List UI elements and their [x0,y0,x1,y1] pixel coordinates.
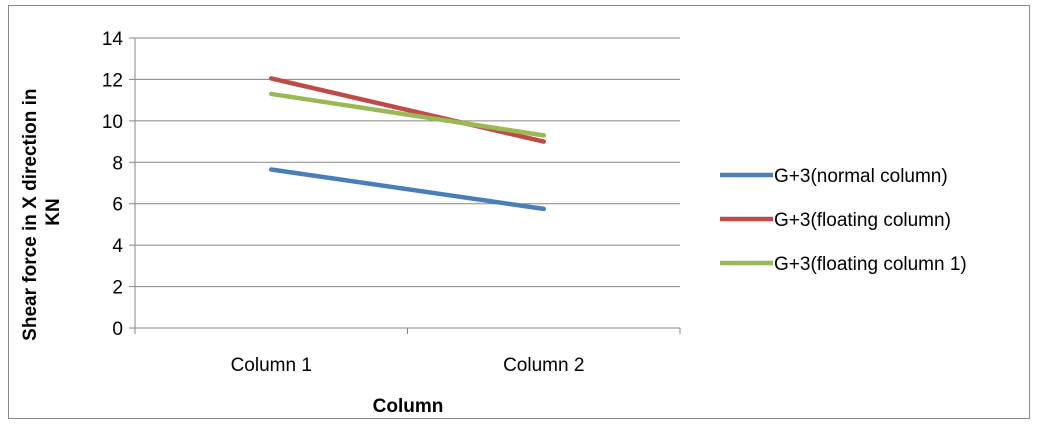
series-line [269,167,546,212]
series-line [269,76,546,144]
y-axis-title: Shear force in X direction in KN [20,83,64,341]
y-tick-label: 12 [102,70,123,91]
chart-frame [8,5,1030,419]
axes [129,37,681,334]
legend-label: G+3(normal column) [774,166,948,187]
gridlines [135,37,680,288]
legend: G+3(normal column) G+3(floating column) G+… [720,166,967,275]
y-tick-label: 0 [112,319,123,340]
series-line [269,91,546,138]
y-tick-label: 14 [102,29,124,50]
y-tick-labels: 0 2 4 6 8 10 12 14 [102,29,124,340]
legend-label: G+3(floating column 1) [774,254,967,275]
y-tick-label: 4 [112,236,123,257]
y-tick-label: 8 [112,153,123,174]
series-lines [269,76,546,212]
x-axis-title: Column [373,396,444,417]
x-tick-label: Column 2 [503,355,584,376]
y-axis-title-line-1: Shear force in X direction in [20,88,41,340]
y-tick-label: 10 [102,112,123,133]
x-tick-labels: Column 1 Column 2 [231,355,585,376]
y-tick-label: 6 [112,195,123,216]
y-tick-label: 2 [112,278,123,299]
x-tick-label: Column 1 [231,355,312,376]
y-axis-title-line-2: KN [43,198,64,225]
legend-label: G+3(floating column) [774,210,951,231]
